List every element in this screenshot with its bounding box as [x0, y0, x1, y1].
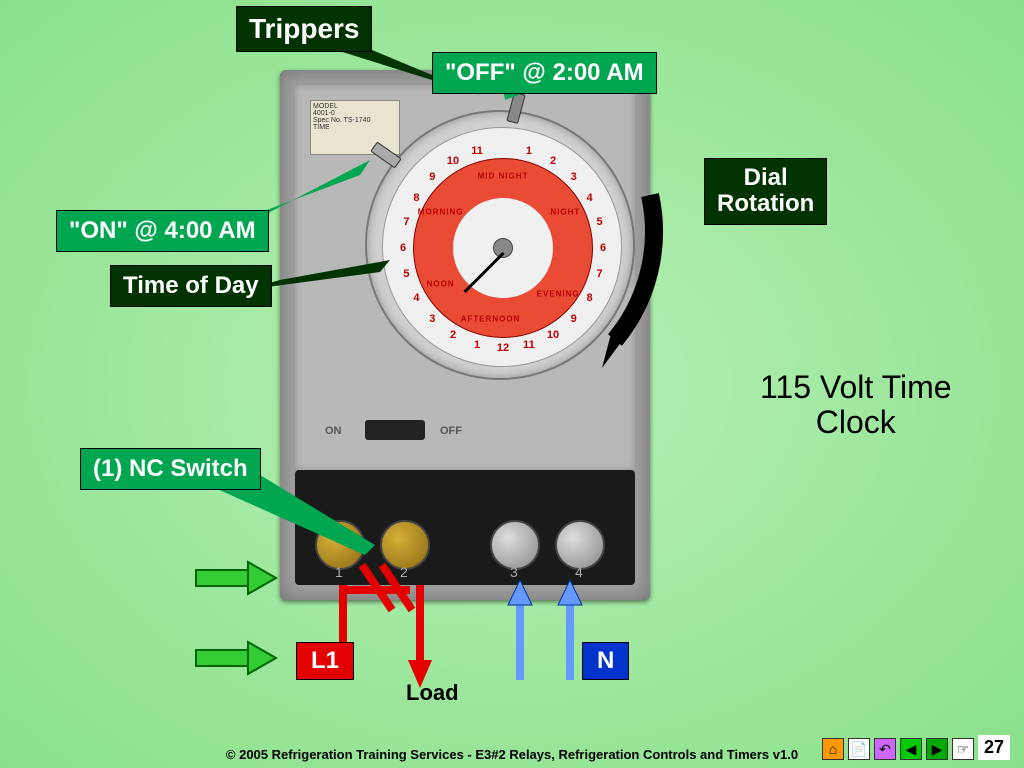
- callout-ncswitch: (1) NC Switch: [80, 448, 261, 490]
- dial-number: 1: [526, 145, 532, 157]
- dial-period-word: EVENING: [537, 290, 580, 299]
- home-icon[interactable]: ⌂: [822, 738, 844, 760]
- time-clock-device: MODEL4001-0Spec No. TS-1740TIME 12345678…: [280, 70, 650, 600]
- dial-number: 4: [413, 292, 419, 304]
- terminal-2[interactable]: [380, 520, 430, 570]
- dial-number: 5: [403, 268, 409, 280]
- dial-period-word: MID NIGHT: [478, 172, 529, 181]
- dial-period-word: AFTERNOON: [461, 314, 521, 323]
- dial-number: 3: [429, 313, 435, 325]
- dial-number: 10: [447, 155, 459, 167]
- dial-number: 1: [474, 339, 480, 351]
- callout-timeofday: Time of Day: [110, 265, 272, 307]
- prev-icon[interactable]: ◀: [900, 738, 922, 760]
- dial-period-word: MORNING: [418, 208, 464, 217]
- dial-number: 3: [571, 171, 577, 183]
- nav-icon-bar: ⌂📄↶◀▶☞: [822, 738, 974, 760]
- on-label: ON: [325, 425, 342, 437]
- dial-number: 2: [450, 329, 456, 341]
- dial-number: 6: [600, 242, 606, 254]
- dial-number: 8: [587, 292, 593, 304]
- terminal-num-1: 1: [335, 564, 343, 580]
- dial-number: 10: [547, 329, 559, 341]
- terminal-3[interactable]: [490, 520, 540, 570]
- dial-number: 7: [403, 216, 409, 228]
- callout-off: "OFF" @ 2:00 AM: [432, 52, 657, 94]
- terminal-1[interactable]: [315, 520, 365, 570]
- dial-period-word: NIGHT: [550, 208, 580, 217]
- doc-icon[interactable]: 📄: [848, 738, 870, 760]
- dial-number: 8: [413, 192, 419, 204]
- label-l1: L1: [296, 642, 354, 680]
- dial-number: 12: [497, 342, 509, 354]
- next-icon[interactable]: ▶: [926, 738, 948, 760]
- callout-dialrotation: Dial Rotation: [704, 158, 827, 225]
- callout-on: "ON" @ 4:00 AM: [56, 210, 269, 252]
- label-load: Load: [406, 680, 459, 706]
- label-n: N: [582, 642, 629, 680]
- dial-number: 7: [597, 268, 603, 280]
- dial-number: 5: [597, 216, 603, 228]
- device-faceplate: MODEL4001-0Spec No. TS-1740TIME 12345678…: [295, 85, 635, 470]
- terminal-num-2: 2: [400, 564, 408, 580]
- dial-number: 11: [471, 145, 483, 157]
- timer-dial[interactable]: 1234567891011121234567891011MID NIGHTNIG…: [365, 110, 635, 380]
- dial-number: 6: [400, 242, 406, 254]
- manual-switch[interactable]: [365, 420, 425, 440]
- dial-face-outer: 1234567891011121234567891011MID NIGHTNIG…: [382, 127, 622, 367]
- dial-number: 4: [587, 192, 593, 204]
- terminal-num-4: 4: [575, 564, 583, 580]
- terminal-4[interactable]: [555, 520, 605, 570]
- dial-number: 2: [550, 155, 556, 167]
- undo-icon[interactable]: ↶: [874, 738, 896, 760]
- slide-title: 115 Volt Time Clock: [760, 370, 952, 440]
- dial-number: 9: [429, 171, 435, 183]
- pointer-icon[interactable]: ☞: [952, 738, 974, 760]
- slide-number: 27: [978, 735, 1010, 760]
- callout-trippers: Trippers: [236, 6, 372, 52]
- model-label: MODEL4001-0Spec No. TS-1740TIME: [310, 100, 400, 155]
- terminal-block: 1 2 3 4: [295, 470, 635, 585]
- dial-number: 9: [571, 313, 577, 325]
- dial-period-word: NOON: [427, 280, 455, 289]
- off-label: OFF: [440, 425, 462, 437]
- dial-number: 11: [523, 339, 535, 351]
- terminal-num-3: 3: [510, 564, 518, 580]
